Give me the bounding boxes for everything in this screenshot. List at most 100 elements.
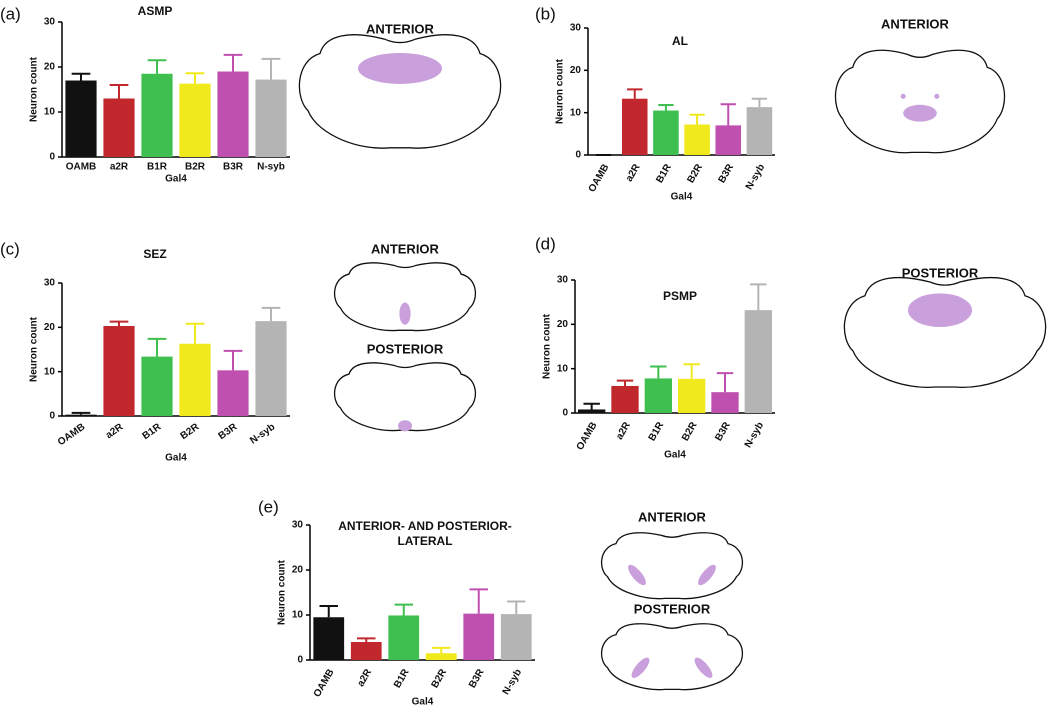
- x-axis-label: Gal4: [664, 450, 686, 461]
- brain-outline: [844, 278, 1045, 388]
- y-tick-label: 0: [575, 150, 581, 161]
- x-tick-label: B1R: [654, 162, 674, 185]
- region: [900, 93, 906, 99]
- view-label: ANTERIOR: [638, 509, 707, 524]
- x-tick-label: B1R: [392, 667, 412, 690]
- chart-title: SEZ: [143, 247, 166, 261]
- chart-title: AL: [672, 34, 688, 48]
- region: [628, 564, 646, 586]
- error-bar: [223, 349, 243, 371]
- panel-label: (b): [535, 4, 556, 23]
- bar: [678, 378, 706, 413]
- y-tick-label: 10: [570, 107, 582, 118]
- error-bar: [357, 637, 376, 642]
- chart-title: PSMP: [663, 289, 697, 303]
- bar: [425, 653, 457, 660]
- x-tick-label: B1R: [141, 421, 164, 442]
- panel-label: (c): [0, 239, 20, 258]
- bar: [179, 83, 211, 157]
- panel-label: (d): [535, 234, 556, 253]
- x-tick-label: OAMB: [575, 420, 600, 452]
- y-tick-label: 30: [44, 17, 56, 28]
- y-tick-label: 0: [562, 408, 568, 419]
- x-tick-label: B2R: [430, 667, 450, 690]
- error-bar: [683, 363, 700, 379]
- error-bar: [469, 588, 488, 614]
- brain-diagram: [335, 263, 476, 331]
- brain-diagram: [299, 35, 500, 148]
- x-tick-label: B2R: [179, 421, 202, 442]
- view-label: ANTERIOR: [881, 16, 950, 31]
- brain-outline: [299, 35, 500, 148]
- brain-diagram: [335, 363, 476, 432]
- bar: [350, 642, 382, 660]
- bar: [744, 310, 772, 413]
- x-tick-label: B3R: [713, 420, 733, 443]
- x-tick-label: B3R: [717, 162, 737, 185]
- x-tick-label: a2R: [614, 420, 633, 442]
- bar: [653, 110, 679, 155]
- x-tick-label: OAMB: [66, 162, 97, 173]
- bar: [103, 98, 135, 157]
- x-tick-label: B2R: [685, 162, 705, 185]
- y-tick-label: 20: [44, 322, 56, 333]
- y-tick-label: 10: [292, 610, 304, 621]
- x-tick-label: OAMB: [587, 162, 612, 194]
- error-bar: [261, 57, 281, 80]
- error-bar: [751, 97, 768, 108]
- x-axis-label: Gal4: [412, 697, 434, 705]
- brain-outline: [602, 533, 743, 599]
- x-tick-label: N-syb: [743, 420, 766, 450]
- chart-title: ANTERIOR- AND POSTERIOR-: [338, 519, 512, 533]
- error-bar: [394, 603, 413, 616]
- y-tick-label: 0: [297, 655, 303, 666]
- x-tick-label: a2R: [110, 162, 129, 173]
- bar: [578, 409, 606, 413]
- y-tick-label: 20: [557, 319, 569, 330]
- region: [903, 104, 937, 122]
- bar: [255, 79, 287, 157]
- x-tick-label: B2R: [680, 420, 700, 443]
- y-tick-label: 0: [49, 411, 55, 422]
- x-tick-label: a2R: [624, 162, 643, 184]
- region: [398, 420, 412, 432]
- x-tick-label: B1R: [147, 162, 168, 173]
- bar: [644, 378, 672, 413]
- error-bar: [109, 320, 129, 327]
- bar: [313, 617, 345, 660]
- error-bar: [616, 379, 634, 386]
- x-axis-label: Gal4: [165, 453, 187, 464]
- y-tick-label: 0: [49, 152, 55, 163]
- x-tick-label: B2R: [185, 162, 206, 173]
- x-tick-label: B1R: [647, 420, 667, 443]
- region: [908, 293, 972, 327]
- view-label: POSTERIOR: [902, 265, 979, 280]
- view-label: ANTERIOR: [371, 241, 440, 256]
- bar: [217, 71, 249, 157]
- error-bar: [223, 53, 243, 72]
- x-tick-label: a2R: [355, 667, 374, 689]
- region: [934, 93, 940, 99]
- region: [399, 302, 411, 325]
- chart-title: LATERAL: [397, 534, 452, 548]
- y-axis-label: Neuron count: [29, 316, 40, 382]
- x-tick-label: B3R: [467, 667, 487, 690]
- region: [698, 564, 716, 586]
- x-tick-label: N-syb: [257, 162, 285, 173]
- error-bar: [750, 283, 767, 311]
- y-tick-label: 30: [570, 23, 582, 34]
- panel-label: (a): [0, 4, 21, 23]
- panel-label: (e): [258, 497, 279, 516]
- error-bar: [261, 306, 281, 322]
- x-tick-label: B3R: [223, 162, 244, 173]
- y-tick-label: 20: [292, 565, 304, 576]
- y-tick-label: 10: [557, 363, 569, 374]
- y-tick-label: 20: [44, 62, 56, 73]
- error-bar: [720, 103, 736, 126]
- region: [358, 52, 442, 84]
- x-tick-label: a2R: [104, 421, 126, 441]
- x-tick-label: OAMB: [56, 422, 87, 449]
- bar: [179, 343, 211, 416]
- y-axis-label: Neuron count: [542, 313, 553, 379]
